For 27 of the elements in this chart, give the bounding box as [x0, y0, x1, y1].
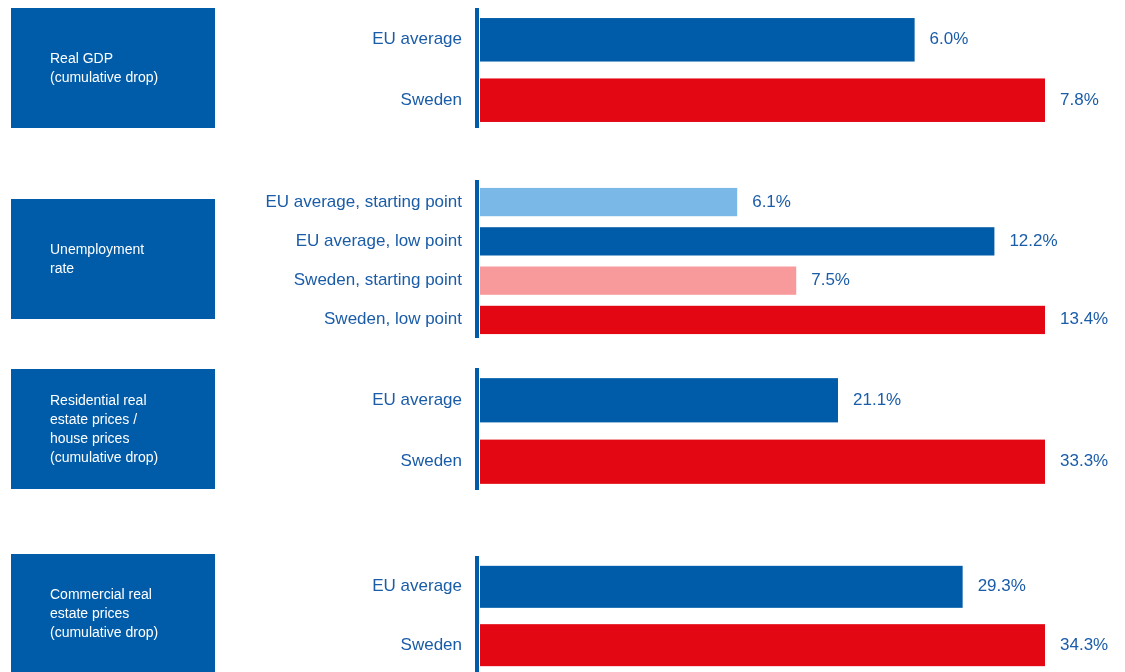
data-label: 6.0%	[929, 29, 969, 49]
y-tick-label: EU average	[372, 576, 462, 596]
data-label: 13.4%	[1060, 309, 1109, 329]
y-tick-label: EU average	[372, 389, 462, 409]
data-label: 33.3%	[1060, 451, 1109, 471]
y-tick-label: Sweden	[400, 89, 462, 109]
bar	[480, 187, 738, 217]
data-label: 7.5%	[811, 270, 850, 290]
y-tick-label: Sweden, low point	[324, 309, 463, 329]
y-axis-title: Commercial real estate prices (cumulative drop)	[50, 585, 159, 640]
data-label: 21.1%	[853, 389, 902, 409]
y-tick-label: Sweden	[400, 634, 462, 654]
bar	[480, 266, 797, 295]
data-label: 34.3%	[1060, 634, 1109, 654]
y-tick-label: EU average, low point	[295, 230, 463, 250]
y-axis-title: Residential real estate prices / house prices (cumulative drop)	[50, 391, 159, 465]
data-label: 29.3%	[977, 576, 1026, 596]
bar	[480, 305, 1045, 335]
y-tick-label: EU average, starting point	[265, 191, 463, 211]
y-tick-label: Sweden	[400, 451, 462, 471]
data-label: 12.2%	[1009, 230, 1058, 250]
data-label: 6.1%	[752, 191, 791, 211]
y-tick-label: Sweden, starting point	[293, 270, 463, 290]
data-label: 7.8%	[1060, 89, 1099, 109]
y-axis-title: Real GDP (cumulative drop)	[50, 49, 159, 85]
y-axis-title: Unemployment rate	[50, 240, 145, 276]
y-tick-label: EU average	[372, 29, 462, 49]
